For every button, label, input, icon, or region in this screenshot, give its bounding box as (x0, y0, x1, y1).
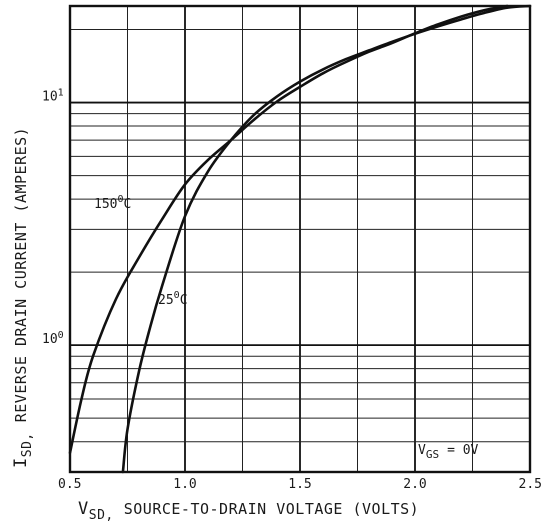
x-tick-label: 2.0 (403, 477, 426, 492)
x-tick-label: 1.0 (173, 477, 196, 492)
vgs-annotation: VGS = 0V (418, 443, 479, 461)
x-tick-label: 0.5 (58, 477, 81, 492)
curve-label-25c: 250C (158, 290, 188, 308)
series-line-150c (68, 4, 509, 455)
x-axis-title: VSD, SOURCE-TO-DRAIN VOLTAGE (VOLTS) (78, 499, 419, 523)
y-tick-labels: 100 101 (42, 88, 64, 348)
grid (70, 6, 530, 472)
curve-label-150c: 1500C (94, 194, 131, 212)
plot-frame (68, 4, 532, 474)
series-line-25c (121, 4, 532, 474)
x-tick-labels: 0.5 1.0 1.5 2.0 2.5 (58, 477, 542, 492)
y-tick-label: 101 (42, 88, 64, 105)
x-tick-label: 1.5 (288, 477, 311, 492)
x-tick-label: 2.5 (519, 477, 542, 492)
y-axis-title: ISD,REVERSE DRAIN CURRENT (AMPERES) (11, 127, 35, 468)
y-tick-label: 100 (42, 330, 64, 347)
curves (68, 4, 532, 474)
